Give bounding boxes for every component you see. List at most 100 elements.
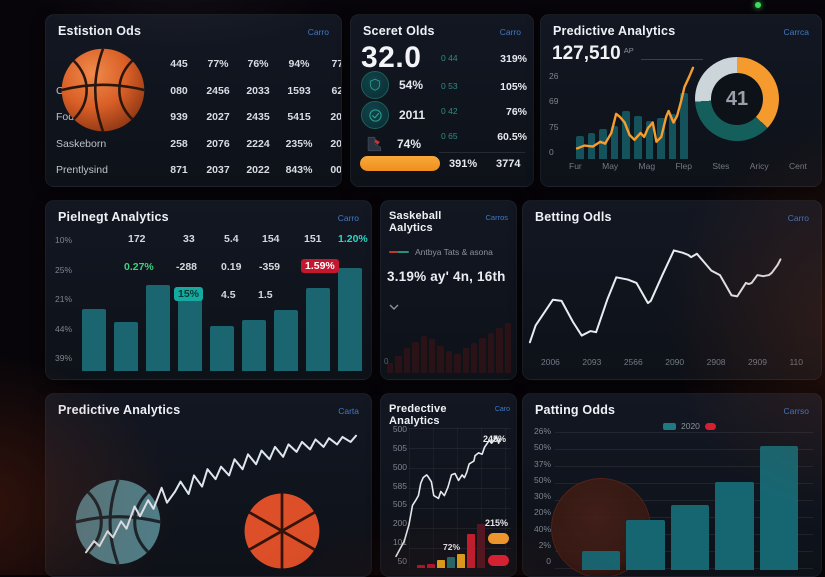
- bar: [645, 121, 654, 159]
- progress-pill[interactable]: [360, 156, 440, 171]
- tick-label: 50: [397, 555, 407, 566]
- mini-bar-chart: [416, 522, 486, 568]
- bar: [403, 348, 411, 373]
- predictive-top-link[interactable]: Carrca: [783, 27, 809, 37]
- red-pill[interactable]: [488, 555, 509, 566]
- estistion-link[interactable]: Carro: [307, 27, 329, 37]
- tick-label: 25%: [55, 264, 73, 275]
- bar: [417, 564, 425, 568]
- patting-link[interactable]: Carrso: [783, 406, 809, 416]
- tick-label: 2909: [748, 357, 767, 367]
- tick-label: Flep: [675, 161, 692, 171]
- tick-label: 505: [392, 442, 407, 453]
- faint-bar-chart: [386, 323, 512, 373]
- tick-label: 26: [549, 71, 559, 81]
- annotation: 0.19: [221, 261, 242, 273]
- annotation: 215%: [485, 518, 509, 528]
- tick-label: 37%: [533, 458, 551, 469]
- annotation: 1.5: [258, 289, 273, 301]
- bar: [114, 321, 138, 371]
- tick-label: 500: [392, 461, 407, 472]
- mini-stat-row: 0 42 76%: [441, 106, 527, 118]
- bar: [582, 550, 621, 570]
- tick-label: 2093: [582, 357, 602, 367]
- tick-label: May: [602, 161, 619, 171]
- tick-label: 500: [392, 424, 407, 434]
- bar: [454, 354, 461, 373]
- footer-stat: 391%: [449, 158, 478, 170]
- bar: [447, 556, 455, 568]
- bar: [715, 481, 754, 570]
- bar: [622, 111, 630, 159]
- bar: [477, 524, 485, 568]
- chevron-down-icon[interactable]: [389, 297, 399, 315]
- headline-stat: 3.19% ay' 4n, 16th: [387, 269, 506, 284]
- tick-label: 50%: [533, 442, 551, 453]
- footer-stat: 3774: [496, 158, 521, 170]
- bar-chart: [78, 241, 366, 371]
- bar: [437, 345, 444, 373]
- panel-title: Sceret Olds: [363, 24, 435, 38]
- y-axis-ticks: 500 505 500 585 505 200 101 50: [385, 424, 407, 566]
- bar: [467, 533, 475, 568]
- table-row: C 080 2456 2033 1593 62%: [56, 84, 341, 97]
- panel-predective-analytics: Predective Analytics Caro 500 505 500 585 50…: [380, 393, 517, 577]
- panel-predictive-analytics-bottom: Predictive Analytics Carta: [45, 393, 372, 577]
- stat-row: 74%: [361, 131, 421, 157]
- panel-title: Saskeball Aalytics: [389, 210, 442, 234]
- stat-value: 127,510 AP: [552, 43, 634, 64]
- table-row: Saskeborn 258 2076 2224 235% 2014: [56, 137, 342, 150]
- bar: [274, 309, 298, 371]
- bar: [306, 287, 330, 371]
- bar: [670, 505, 710, 570]
- odds-table: 445 77% 76% 94% 77% C 080 2456 2033 1593…: [56, 51, 342, 184]
- shield-icon: [361, 71, 389, 99]
- boot-icon: [361, 131, 387, 157]
- panel-patting-odds: Patting Odds Carrso 2020 26% 50% 37% 50% 30%…: [522, 393, 822, 577]
- legend-line-icon: [389, 251, 409, 253]
- tick-label: 26%: [533, 426, 551, 436]
- bar: [504, 323, 512, 373]
- tick-label: 585: [392, 480, 407, 491]
- panel-title: Predective Analytics: [389, 403, 447, 427]
- predective-link[interactable]: Caro: [494, 406, 510, 413]
- tick-label: Aricy: [749, 161, 769, 171]
- mini-line-chart: [571, 63, 693, 159]
- basketball-icon: [60, 47, 146, 133]
- panel-title: Estistion Ods: [58, 24, 142, 38]
- bar: [668, 113, 677, 159]
- bar: [680, 93, 688, 159]
- tick-label: 0: [549, 146, 554, 157]
- bar: [462, 348, 470, 373]
- tick-label: 2%: [538, 539, 551, 550]
- tick-label: 101: [392, 537, 407, 548]
- predictive-bottom-link[interactable]: Carta: [338, 406, 359, 416]
- betting-link[interactable]: Carro: [787, 213, 809, 223]
- bar: [626, 520, 665, 570]
- tick-label: 30%: [533, 491, 551, 501]
- y-axis-ticks: 10% 25% 21% 44% 39%: [55, 235, 79, 363]
- grid: [409, 428, 511, 568]
- big-stat-value: 32.0: [361, 41, 422, 74]
- panel-sceret-olds: Sceret Olds Carro 32.0 54% 2011 74% 0 44…: [350, 14, 534, 187]
- line-chart: [396, 428, 514, 566]
- bar: [427, 563, 435, 568]
- chart-legend: 2020: [663, 421, 716, 431]
- panel-title: Predictive Analytics: [58, 403, 181, 417]
- pielnegt-link[interactable]: Carro: [337, 213, 359, 223]
- panel-estistion-ods: Estistion Ods Carro 445 77% 76% 94% 77% …: [45, 14, 342, 187]
- tick-label: 0: [546, 556, 551, 566]
- bar: [457, 553, 465, 568]
- sceret-link[interactable]: Carro: [499, 27, 521, 37]
- tick-label: 200: [392, 518, 407, 529]
- bar: [420, 335, 428, 373]
- annotation-badge: 15%: [174, 287, 204, 301]
- annotation: 151: [304, 233, 322, 245]
- bar: [471, 343, 478, 373]
- panel-predictive-analytics-top: Predictive Analytics Carrca 127,510 AP 26…: [540, 14, 822, 187]
- divider: [439, 152, 525, 153]
- tick-label: Mag: [638, 161, 656, 171]
- orange-pill[interactable]: [488, 533, 509, 544]
- saskeball-link[interactable]: Carros: [485, 213, 508, 222]
- table-row: Prentlysind 871 2037 2022 843% 0025: [56, 164, 342, 177]
